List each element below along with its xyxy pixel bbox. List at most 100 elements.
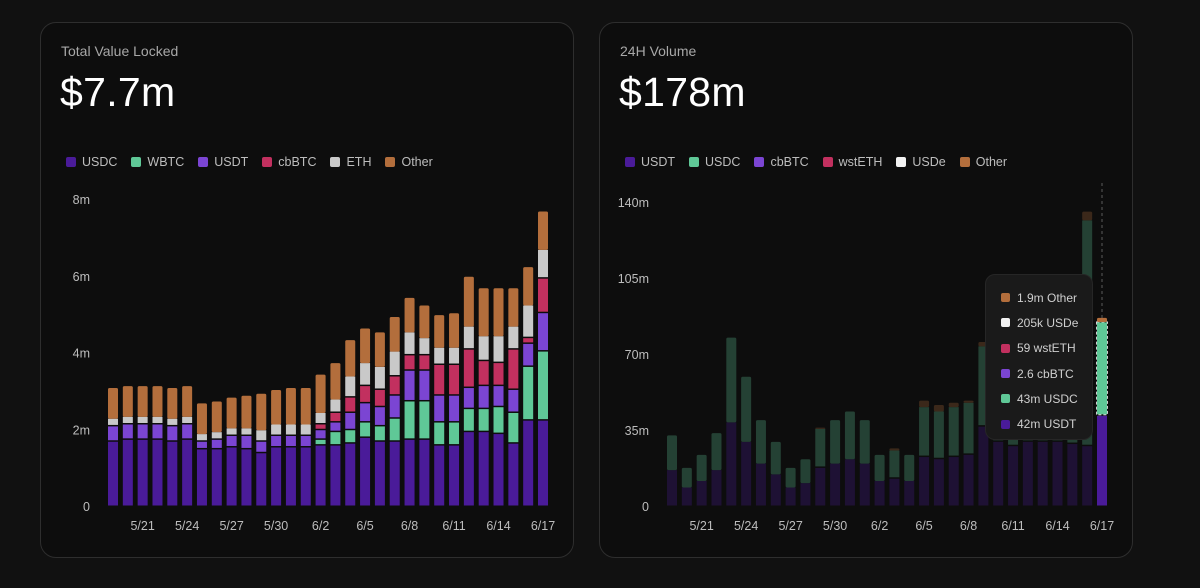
bar-segment-usdt[interactable] — [182, 424, 193, 439]
bar-segment-wbtc[interactable] — [478, 409, 489, 431]
bar-segment-usdc[interactable] — [330, 445, 341, 506]
bar-segment-usdc[interactable] — [449, 445, 460, 506]
bar-segment-wbtc[interactable] — [493, 407, 504, 433]
bar-segment-other[interactable] — [434, 315, 445, 348]
bar-segment-usdt[interactable] — [508, 389, 519, 412]
bar-segment-usdc[interactable] — [963, 402, 974, 454]
volume-legend-item[interactable]: cbBTC — [754, 155, 809, 169]
bar-segment-usdt[interactable] — [978, 426, 989, 506]
bar-segment-usdt[interactable] — [933, 459, 944, 506]
bar-segment-cbbtc[interactable] — [523, 338, 534, 343]
bar-segment-usdt[interactable] — [345, 412, 356, 429]
bar-segment-other[interactable] — [315, 374, 326, 413]
bar-segment-usdt[interactable] — [285, 436, 296, 447]
bar-segment-usdc[interactable] — [919, 407, 930, 456]
bar-segment-other[interactable] — [538, 211, 548, 250]
bar-segment-other[interactable] — [419, 305, 430, 339]
bar-segment-wbtc[interactable] — [330, 432, 341, 445]
bar-segment-cbbtc[interactable] — [434, 365, 445, 395]
bar-segment-usdc[interactable] — [419, 439, 430, 506]
bar-segment-other[interactable] — [508, 288, 519, 327]
bar-segment-cbbtc[interactable] — [360, 386, 371, 402]
bar-segment-usdt[interactable] — [226, 436, 237, 447]
bar-segment-usdc[interactable] — [196, 449, 207, 506]
bar-segment-usdc[interactable] — [755, 420, 766, 464]
bar-segment-usdc[interactable] — [978, 346, 989, 426]
bar-segment-usdt[interactable] — [696, 480, 707, 506]
bar-segment-wbtc[interactable] — [434, 422, 445, 445]
bar-segment-eth[interactable] — [463, 326, 474, 349]
bar-segment-wbtc[interactable] — [345, 430, 356, 443]
bar-segment-other[interactable] — [167, 388, 178, 419]
bar-segment-other[interactable] — [345, 340, 356, 377]
bar-segment-usdt[interactable] — [874, 480, 885, 506]
bar-segment-other[interactable] — [226, 397, 237, 429]
bar-segment-eth[interactable] — [523, 305, 534, 337]
bar-segment-other[interactable] — [374, 332, 385, 367]
bar-segment-usdt[interactable] — [538, 313, 548, 351]
bar-segment-usdt[interactable] — [711, 470, 722, 506]
bar-segment-usdc[interactable] — [463, 432, 474, 506]
bar-segment-wbtc[interactable] — [538, 351, 548, 420]
bar-segment-other[interactable] — [196, 403, 207, 435]
bar-segment-usdt[interactable] — [523, 343, 534, 366]
bar-segment-usdc[interactable] — [211, 449, 222, 506]
bar-segment-cbbtc[interactable] — [389, 376, 400, 395]
bar-segment-usdc[interactable] — [493, 434, 504, 506]
bar-segment-eth[interactable] — [330, 399, 341, 412]
bar-segment-usdc[interactable] — [859, 420, 870, 464]
bar-segment-usdc[interactable] — [241, 449, 252, 506]
bar-segment-eth[interactable] — [478, 336, 489, 360]
bar-segment-wbtc[interactable] — [523, 366, 534, 420]
bar-segment-usdc[interactable] — [108, 441, 118, 506]
tvl-legend-item[interactable]: ETH — [330, 155, 371, 169]
bar-segment-usdt[interactable] — [315, 430, 326, 439]
bar-segment-wbtc[interactable] — [449, 422, 460, 445]
bar-segment-usdc[interactable] — [300, 447, 311, 506]
bar-segment-usdt[interactable] — [726, 422, 737, 506]
bar-segment-other[interactable] — [360, 328, 371, 364]
bar-segment-usdt[interactable] — [1082, 446, 1093, 506]
bar-segment-other[interactable] — [137, 386, 148, 417]
bar-segment-wbtc[interactable] — [315, 439, 326, 445]
bar-segment-usdt[interactable] — [800, 483, 811, 506]
bar-segment-other[interactable] — [948, 402, 959, 408]
bar-segment-cbbtc[interactable] — [345, 397, 356, 412]
bar-segment-eth[interactable] — [493, 336, 504, 362]
bar-segment-other[interactable] — [963, 400, 974, 403]
bar-segment-eth[interactable] — [226, 428, 237, 435]
bar-segment-usdt[interactable] — [681, 487, 692, 506]
volume-legend-item[interactable]: wstETH — [822, 155, 882, 169]
bar-segment-usdc[interactable] — [167, 441, 178, 506]
bar-segment-other[interactable] — [919, 400, 930, 408]
bar-segment-usdt[interactable] — [770, 474, 781, 506]
bar-segment-cbbtc[interactable] — [493, 363, 504, 385]
bar-segment-eth[interactable] — [315, 412, 326, 423]
bar-segment-eth[interactable] — [152, 416, 163, 423]
bar-segment-other[interactable] — [285, 388, 296, 425]
bar-segment-usdt[interactable] — [404, 370, 415, 400]
volume-legend-item[interactable]: USDC — [689, 155, 740, 169]
bar-segment-usdc[interactable] — [271, 447, 282, 506]
bar-segment-usdt[interactable] — [830, 463, 841, 506]
bar-segment-eth[interactable] — [508, 326, 519, 349]
bar-segment-eth[interactable] — [122, 416, 133, 423]
bar-segment-cbbtc[interactable] — [508, 349, 519, 389]
bar-segment-other[interactable] — [449, 313, 460, 348]
tvl-legend-item[interactable]: Other — [385, 155, 433, 169]
bar-segment-eth[interactable] — [404, 332, 415, 354]
bar-segment-usdc[interactable] — [182, 439, 193, 506]
bar-segment-eth[interactable] — [196, 434, 207, 441]
bar-segment-eth[interactable] — [389, 351, 400, 376]
tvl-chart[interactable]: 0 2m 4m 6m 8m 5/21 5/24 5/27 5/30 6/2 6/5 6/8 6/11 6/… — [41, 23, 575, 559]
bar-segment-usdt[interactable] — [449, 395, 460, 422]
bar-segment-usdc[interactable] — [933, 411, 944, 458]
bar-segment-other[interactable] — [300, 388, 311, 425]
bar-segment-wbtc[interactable] — [508, 412, 519, 443]
bar-segment-wbtc[interactable] — [404, 401, 415, 439]
bar-segment-usdc[interactable] — [478, 432, 489, 506]
bar-segment-usdt[interactable] — [1052, 441, 1063, 506]
bar-segment-usdc[interactable] — [360, 437, 371, 506]
bar-segment-usdt[interactable] — [993, 441, 1004, 506]
bar-segment-usdc[interactable] — [523, 420, 534, 506]
